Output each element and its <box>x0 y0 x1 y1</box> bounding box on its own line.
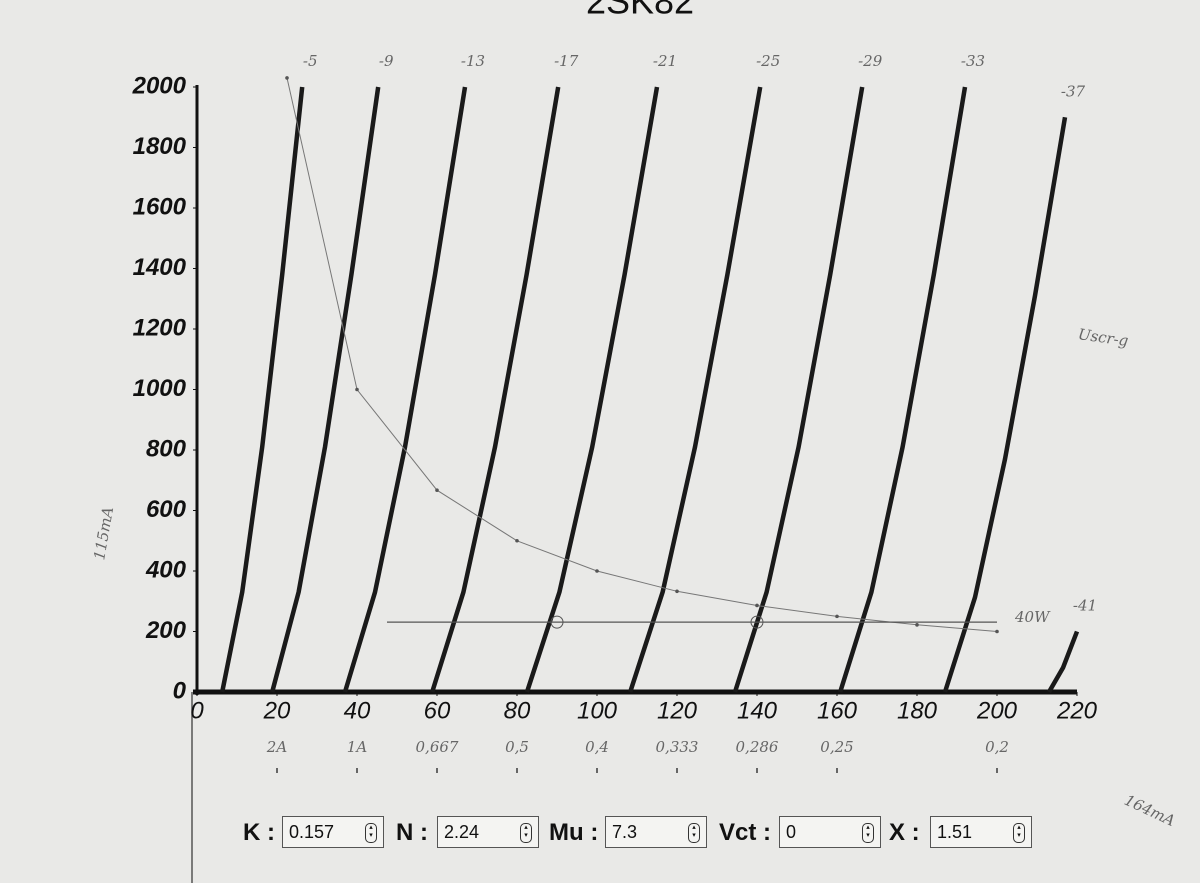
power-label: 40W <box>1014 608 1051 626</box>
power-point <box>995 629 999 634</box>
number-input[interactable]: 0 ▴ ▾ <box>779 816 881 848</box>
tube-curve <box>430 86 561 693</box>
y-tick-label: 1600 <box>133 193 187 220</box>
number-input[interactable]: 0.157 ▴ ▾ <box>282 816 384 848</box>
controls: K : 0.157 ▴ ▾ N : 2.24 ▴ ▾ Mu : 7.3 ▴ ▾ Vct : 0 ▴ ▾ X : 1… <box>0 816 1200 852</box>
tube-curve <box>219 86 305 693</box>
y-tick-label: 400 <box>145 556 187 583</box>
tube-curve <box>270 86 381 693</box>
current-label: 1A <box>347 738 368 756</box>
input-value: 1.51 <box>937 822 973 842</box>
curve-label: -9 <box>379 52 394 70</box>
number-input[interactable]: 2.24 ▴ ▾ <box>437 816 539 848</box>
x-tick-label: 100 <box>577 697 618 724</box>
x-tick-label: 60 <box>424 697 451 724</box>
spinner[interactable]: ▴ ▾ <box>688 823 700 843</box>
input-value: 0.157 <box>289 822 335 842</box>
power-point <box>285 76 289 80</box>
y-tick-label: 600 <box>146 496 187 523</box>
curve-label: -33 <box>961 52 985 70</box>
control-label: Vct : <box>719 819 772 846</box>
x-tick-label: 160 <box>817 697 858 724</box>
curve-label: -41 <box>1073 597 1097 615</box>
input-value: 0 <box>786 822 797 842</box>
x-tick-label: 220 <box>1056 697 1098 724</box>
y-tick-label: 200 <box>145 617 187 644</box>
current-label: 0,333 <box>656 738 699 756</box>
tube-curve <box>838 86 968 693</box>
power-point <box>435 488 439 493</box>
curve-label: -37 <box>1061 82 1086 100</box>
power-point <box>915 623 919 627</box>
curve-label: -21 <box>653 52 677 70</box>
x-tick-label: 120 <box>657 697 698 724</box>
input-value: 7.3 <box>612 822 638 842</box>
tube-curve <box>1047 630 1080 694</box>
y-tick-label: 1400 <box>133 254 187 281</box>
spinner[interactable]: ▴ ▾ <box>1013 823 1025 843</box>
x-tick-label: 140 <box>737 697 778 724</box>
x-tick-label: 80 <box>504 697 531 724</box>
number-input[interactable]: 7.3 ▴ ▾ <box>605 816 707 848</box>
curve-label: -5 <box>303 52 318 70</box>
spinner[interactable]: ▴ ▾ <box>365 823 377 843</box>
tube-curve <box>732 86 865 693</box>
input-value: 2.24 <box>444 822 480 842</box>
spinner[interactable]: ▴ ▾ <box>520 823 532 843</box>
tube-curve <box>942 116 1068 693</box>
y-tick-label: 1000 <box>133 375 187 402</box>
control-label: Mu : <box>549 819 599 846</box>
current-label: 0,5 <box>505 738 529 756</box>
current-label: 0,286 <box>736 738 779 756</box>
chart-title: 2SK82 <box>586 0 694 22</box>
tube-curve <box>342 86 468 693</box>
tube-curve <box>524 86 660 693</box>
power-point <box>755 603 759 608</box>
note: 115mA <box>90 505 117 561</box>
x-tick-label: 40 <box>344 697 371 724</box>
control-label: X : <box>889 819 920 846</box>
y-tick-label: 0 <box>173 677 187 704</box>
note: Uscr-g <box>1077 325 1130 350</box>
current-label: 0,25 <box>820 738 853 756</box>
power-curve <box>286 77 998 632</box>
current-label: 0,2 <box>985 738 1009 756</box>
power-point <box>835 614 839 619</box>
y-tick-label: 1200 <box>133 314 187 341</box>
y-tick-label: 2000 <box>132 72 187 99</box>
x-tick-label: 0 <box>190 697 204 724</box>
x-tick-label: 20 <box>263 697 291 724</box>
control-label: N : <box>396 819 428 846</box>
load-marker <box>550 615 564 629</box>
y-tick-label: 800 <box>146 435 187 462</box>
current-label: 0,667 <box>416 738 459 756</box>
curve-label: -13 <box>461 52 485 70</box>
number-input[interactable]: 1.51 ▴ ▾ <box>930 816 1032 848</box>
power-point <box>595 569 599 573</box>
power-point <box>515 538 519 543</box>
curve-label: -17 <box>554 52 579 70</box>
y-tick-label: 1800 <box>133 133 187 160</box>
spinner[interactable]: ▴ ▾ <box>862 823 874 843</box>
curve-label: -29 <box>858 52 883 70</box>
current-label: 0,4 <box>585 738 609 756</box>
tube-curve <box>628 86 763 693</box>
curve-label: -25 <box>756 52 780 70</box>
control-label: K : <box>243 819 275 846</box>
load-marker <box>750 615 764 629</box>
power-point <box>675 589 679 594</box>
x-tick-label: 180 <box>897 697 938 724</box>
current-label: 2A <box>266 738 288 756</box>
x-tick-label: 200 <box>976 697 1018 724</box>
power-point <box>355 387 359 392</box>
